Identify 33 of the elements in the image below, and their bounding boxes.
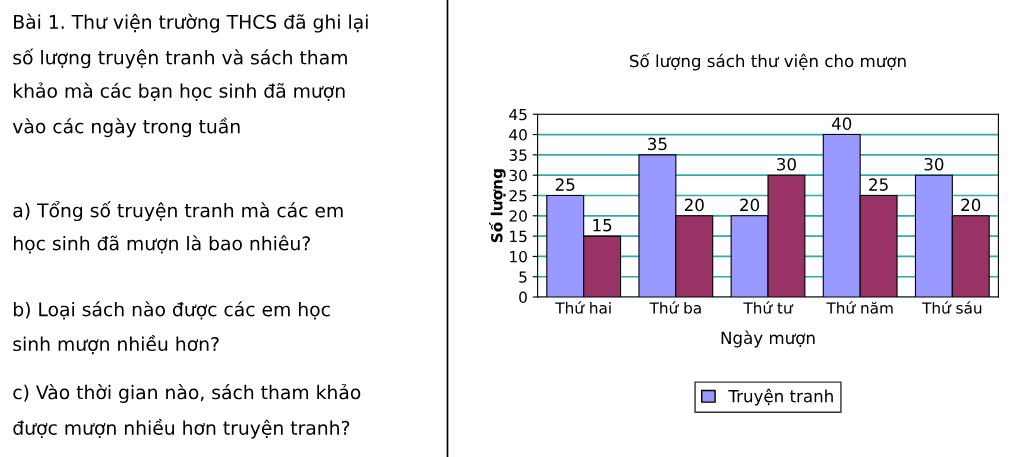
x-axis-title: Ngày mượn bbox=[721, 330, 815, 348]
y-tick-label: 5 bbox=[519, 271, 527, 283]
text: Bài 1. Thư viện trường THCS đã ghi lại số lượng truyện tranh và sách tham khảo mà các bạn học sinh đã mượn vào các ngày trong tuần bbox=[12, 13, 368, 138]
y-tick-label: 45 bbox=[509, 108, 527, 121]
x-tick-label: Thứ sáu bbox=[922, 301, 982, 314]
data-label: 35 bbox=[648, 137, 667, 151]
x-tick-label: Thứ tư bbox=[743, 301, 794, 314]
text: c) Vào thời gian nào, sách tham khảo được mượn nhiều hơn truyện tranh? bbox=[13, 383, 361, 439]
data-label: 20 bbox=[961, 198, 981, 212]
y-tick-label: 25 bbox=[509, 189, 527, 202]
text: a) Tổng số truyện tranh mà các em học sinh đã mượn là bao nhiêu? bbox=[13, 201, 343, 254]
y-tick-label: 30 bbox=[509, 169, 527, 182]
data-label: 30 bbox=[777, 157, 796, 171]
data-label: 20 bbox=[684, 198, 704, 212]
data-label: 40 bbox=[831, 117, 852, 130]
data-label: 15 bbox=[593, 219, 612, 232]
y-tick-label: 20 bbox=[509, 210, 527, 222]
x-tick-label: Thứ năm bbox=[826, 301, 893, 314]
y-tick-label: 15 bbox=[510, 230, 527, 243]
chart-title: Số lượng sách thư viện cho mượn bbox=[630, 52, 906, 71]
y-tick-label: 10 bbox=[510, 250, 527, 263]
data-label: 20 bbox=[740, 198, 760, 212]
data-label: 30 bbox=[924, 157, 944, 171]
y-tick-label: 40 bbox=[509, 129, 527, 141]
x-tick-label: Thứ hai bbox=[555, 301, 611, 314]
data-label: 25 bbox=[869, 178, 888, 191]
legend-label: Truyện tranh bbox=[728, 388, 833, 406]
y-axis-title: Số lượng bbox=[488, 169, 506, 243]
x-tick-label: Thứ ba bbox=[649, 301, 701, 314]
y-tick-label: 35 bbox=[509, 149, 527, 161]
text: b) Loại sách nào được các em học sinh mượn nhiều hơn? bbox=[13, 301, 330, 355]
y-tick-label: 0 bbox=[519, 291, 527, 304]
data-label: 25 bbox=[555, 178, 575, 191]
